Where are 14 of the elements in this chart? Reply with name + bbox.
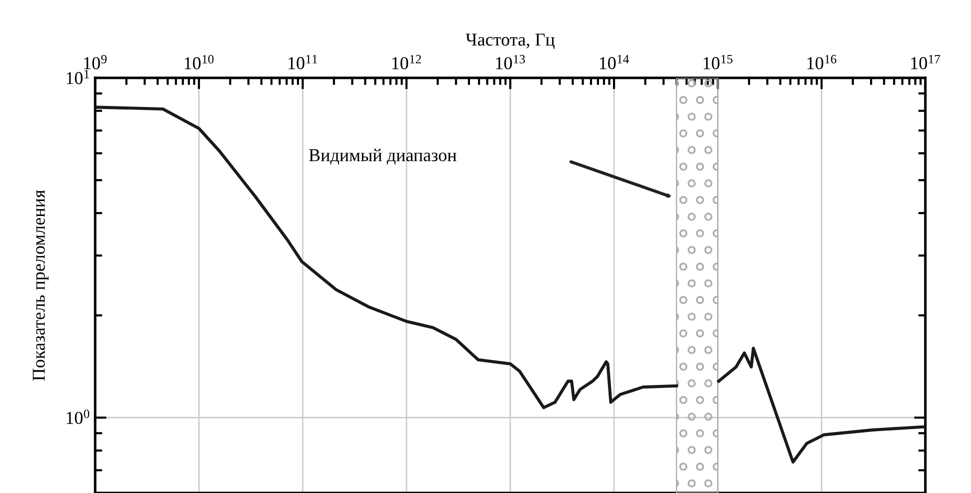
x-tick-label: 10$^{13}$	[496, 54, 525, 70]
annotation: Видимый диапазон	[309, 148, 456, 165]
y-axis-title: Показатель преломления	[32, 190, 49, 381]
y-tick-label: 10$^{0}$	[66, 410, 90, 424]
x-axis-title: Частота, Гц	[466, 34, 555, 50]
x-tick-label: 10$^{15}$	[704, 54, 732, 70]
x-tick-label: 10$^{17}$	[911, 54, 940, 70]
x-tick-label: 10$^{10}$	[184, 54, 214, 70]
x-tick-label: 10$^{14}$	[600, 54, 629, 70]
x-tick-label: 10$^{11}$	[288, 54, 318, 70]
y-tick-label: 10$^{1}$	[66, 70, 89, 84]
x-tick-label: 10$^{12}$	[392, 54, 421, 70]
x-tick-label: 10$^{16}$	[807, 54, 836, 70]
x-tick-label: 10$^{9}$	[84, 54, 107, 70]
